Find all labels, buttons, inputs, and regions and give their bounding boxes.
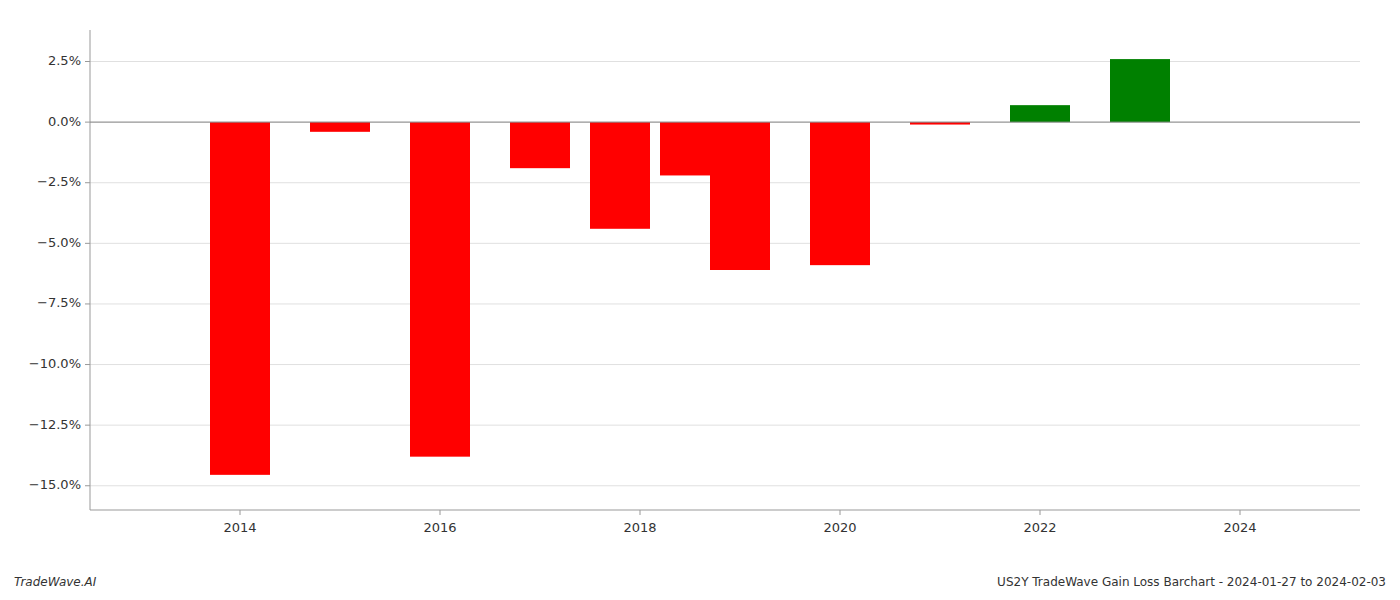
y-tick — [85, 243, 90, 244]
x-axis: 2014 2016 2018 2020 2022 2024 — [90, 510, 1360, 535]
annotation: TradeWave.AI — [14, 575, 97, 589]
y-tick-label: −10.0% — [29, 356, 81, 371]
x-tick-label: 2016 — [423, 520, 456, 535]
y-tick — [85, 485, 90, 486]
grid — [90, 62, 1360, 486]
grid-line — [90, 485, 1360, 486]
y-axis: −15.0% −12.5% −10.0% −7.5% −5.0% −2.5% 0.0% 2.5… — [29, 30, 90, 510]
x-tick — [640, 510, 641, 515]
x-tick — [440, 510, 441, 515]
page: {"chart_data": {"type": "bar", "title": … — [0, 0, 1400, 600]
bar — [310, 122, 370, 132]
grid-line — [90, 122, 1360, 123]
x-tick — [1240, 510, 1241, 515]
bar — [510, 122, 570, 168]
footer: TradeWave.AI US2Y TradeWave Gain Loss Bar… — [14, 575, 1386, 589]
bar — [1110, 59, 1170, 122]
grid-line — [90, 303, 1360, 304]
y-tick — [85, 303, 90, 304]
y-axis-line — [90, 30, 91, 510]
bar — [590, 122, 650, 229]
bar — [210, 122, 270, 475]
x-tick-label: 2024 — [1223, 520, 1256, 535]
chart: −15.0% −12.5% −10.0% −7.5% −5.0% −2.5% 0.0% 2.5… — [0, 0, 1400, 600]
x-tick — [1040, 510, 1041, 515]
bars — [90, 59, 1360, 475]
x-tick-label: 2018 — [623, 520, 656, 535]
y-tick-label: −15.0% — [29, 477, 81, 492]
x-tick-label: 2022 — [1023, 520, 1056, 535]
y-tick — [85, 182, 90, 183]
bar — [710, 122, 770, 270]
y-tick-label: −2.5% — [37, 174, 81, 189]
y-tick — [85, 425, 90, 426]
title: US2Y TradeWave Gain Loss Barchart - 2024… — [997, 575, 1386, 589]
y-tick-label: −5.0% — [37, 235, 81, 250]
bar — [410, 122, 470, 457]
x-tick-label: 2020 — [823, 520, 856, 535]
y-tick — [85, 61, 90, 62]
x-tick — [840, 510, 841, 515]
y-tick — [85, 122, 90, 123]
y-tick — [85, 364, 90, 365]
baseline — [90, 122, 1360, 123]
grid-line — [90, 364, 1360, 365]
y-tick-label: −7.5% — [37, 295, 81, 310]
x-tick — [240, 510, 241, 515]
x-axis-line — [90, 510, 1360, 511]
y-tick-label: 2.5% — [48, 53, 81, 68]
x-tick-label: 2014 — [223, 520, 256, 535]
bar — [1010, 105, 1070, 122]
y-tick-label: −12.5% — [29, 417, 81, 432]
bar — [810, 122, 870, 265]
y-tick-label: 0.0% — [48, 114, 81, 129]
grid-line — [90, 425, 1360, 426]
